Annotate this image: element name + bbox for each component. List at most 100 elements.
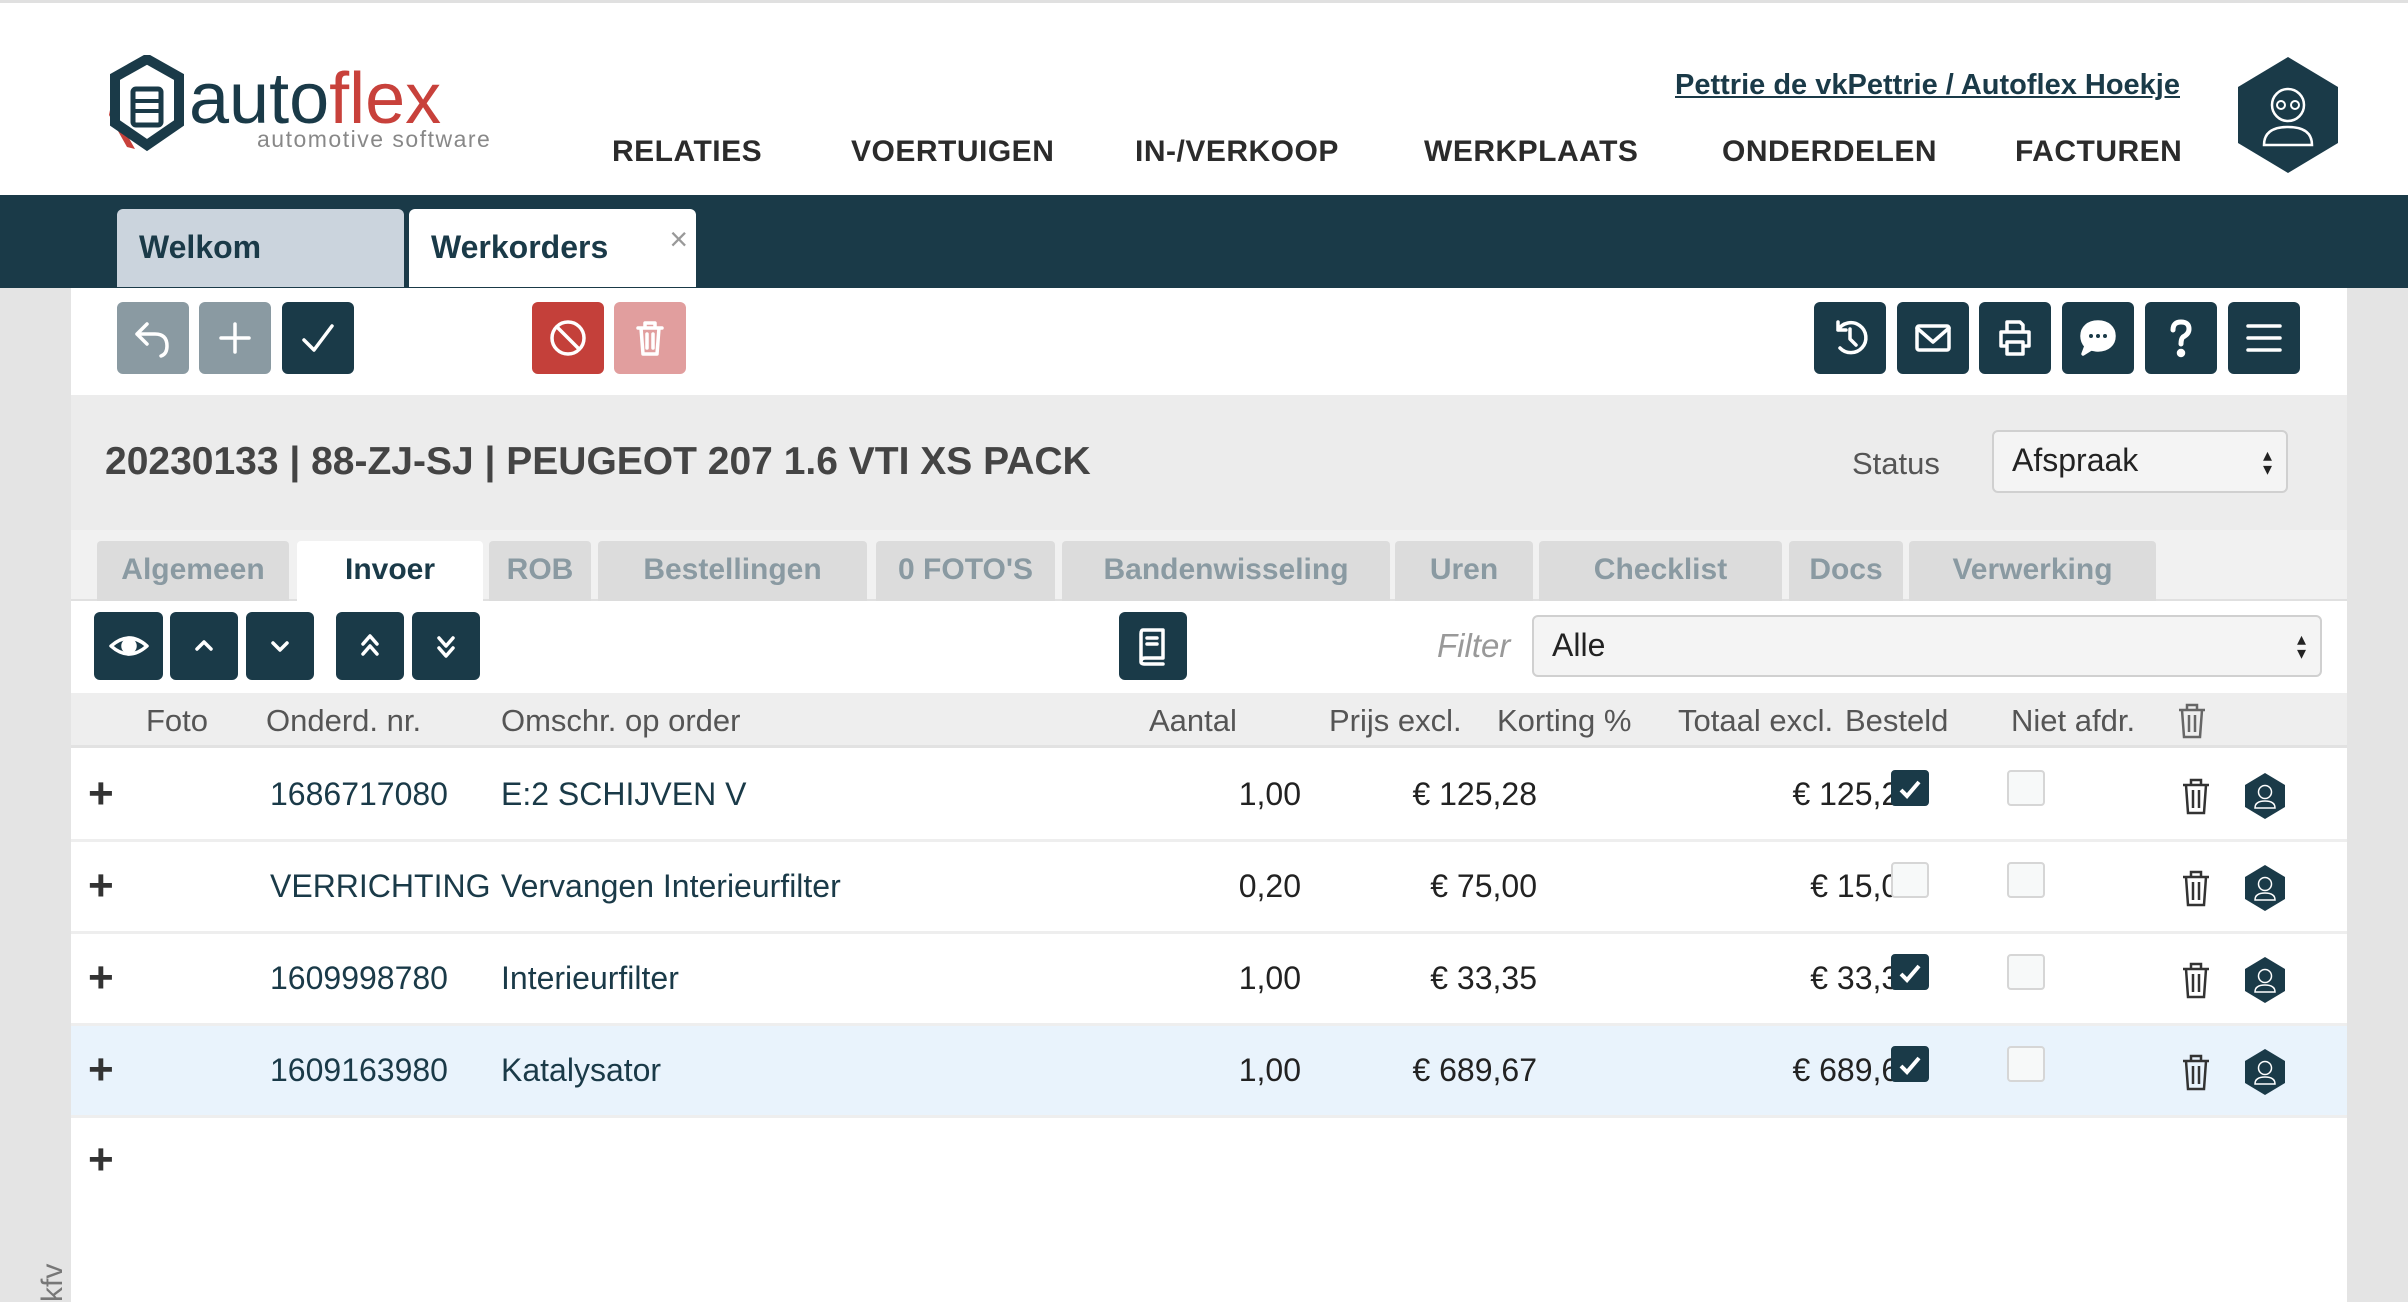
price: € 125,28 — [1412, 776, 1537, 812]
ordered-checkbox[interactable] — [1891, 862, 1929, 898]
user-account-link[interactable]: Pettrie de vkPettrie / Autoflex Hoekje — [1675, 69, 2180, 101]
close-tab-icon[interactable]: × — [669, 221, 688, 257]
checkmark-icon — [1899, 780, 1921, 799]
expand-row-icon[interactable]: + — [88, 953, 114, 1002]
mechanic-icon[interactable] — [2244, 864, 2286, 912]
delete-row-icon[interactable] — [2179, 868, 2213, 908]
side-label: kfv — [36, 1263, 69, 1302]
delete-all-icon[interactable] — [2175, 702, 2209, 740]
col-total[interactable]: Totaal excl. — [1678, 703, 1834, 738]
history-button[interactable] — [1814, 302, 1886, 374]
move-up-button[interactable] — [170, 612, 238, 680]
not-printed-checkbox[interactable] — [2007, 862, 2045, 898]
cancel-icon — [550, 320, 586, 356]
delete-button[interactable] — [614, 302, 686, 374]
tab-bandenwisseling[interactable]: Bandenwisseling — [1062, 541, 1390, 601]
help-button[interactable] — [2145, 302, 2217, 374]
tab-verwerking[interactable]: Verwerking — [1909, 541, 2156, 601]
not-printed-checkbox[interactable] — [2007, 1046, 2045, 1082]
nav-in-verkoop[interactable]: IN-/VERKOOP — [1135, 135, 1339, 168]
expand-row-icon[interactable]: + — [88, 861, 114, 910]
nav-relaties[interactable]: RELATIES — [612, 135, 763, 168]
mechanic-icon[interactable] — [2244, 1048, 2286, 1096]
part-number: 1686717080 — [270, 776, 448, 812]
check-icon — [302, 324, 334, 352]
tab-checklist[interactable]: Checklist — [1539, 541, 1782, 601]
move-bottom-button[interactable] — [412, 612, 480, 680]
chat-button[interactable] — [2062, 302, 2134, 374]
col-quantity[interactable]: Aantal — [1149, 703, 1237, 738]
expand-row-icon[interactable]: + — [88, 1045, 114, 1094]
col-foto[interactable]: Foto — [146, 703, 209, 738]
nav-facturen[interactable]: FACTUREN — [2015, 135, 2183, 168]
col-not-printed[interactable]: Niet afdr. — [2011, 703, 2136, 738]
tab-docs[interactable]: Docs — [1789, 541, 1903, 601]
mail-button[interactable] — [1897, 302, 1969, 374]
app-tab-werkorders[interactable]: Werkorders × — [409, 209, 696, 287]
history-icon — [1836, 320, 1868, 355]
save-button[interactable] — [282, 302, 354, 374]
description: Katalysator — [501, 1052, 662, 1088]
chevron-up-icon — [195, 640, 213, 651]
ordered-checkbox[interactable] — [1891, 1046, 1929, 1082]
cancel-button[interactable] — [532, 302, 604, 374]
part-number: 1609163980 — [270, 1052, 448, 1088]
chat-icon — [2080, 320, 2116, 356]
not-printed-checkbox[interactable] — [2007, 954, 2045, 990]
tab-rob[interactable]: ROB — [489, 541, 591, 601]
price: € 689,67 — [1412, 1052, 1537, 1088]
filter-value: Alle — [1552, 627, 1606, 663]
add-row-icon[interactable]: + — [88, 1135, 114, 1184]
expand-row-icon[interactable]: + — [88, 769, 114, 818]
tab-invoer[interactable]: Invoer — [297, 541, 483, 603]
delete-row-icon[interactable] — [2179, 776, 2213, 816]
undo-icon — [135, 322, 169, 358]
not-printed-checkbox[interactable] — [2007, 770, 2045, 806]
select-arrows-icon: ▴ ▾ — [2296, 629, 2306, 663]
tab-bestellingen[interactable]: Bestellingen — [598, 541, 867, 601]
order-header — [71, 395, 2347, 530]
move-down-button[interactable] — [246, 612, 314, 680]
table-row[interactable]: +1609998780 Interieurfilter 1,00 € 33,35 € 3… — [71, 934, 2347, 1026]
col-ordered[interactable]: Besteld — [1845, 703, 1949, 738]
autoflex-logo[interactable]: autoflex automotive software — [105, 55, 525, 155]
move-top-button[interactable] — [336, 612, 404, 680]
col-discount[interactable]: Korting % — [1497, 703, 1632, 738]
nav-onderdelen[interactable]: ONDERDELEN — [1722, 135, 1938, 168]
checkmark-icon — [1899, 1056, 1921, 1075]
nav-voertuigen[interactable]: VOERTUIGEN — [851, 135, 1055, 168]
description: Vervangen Interieurfilter — [501, 868, 841, 904]
plus-icon — [219, 322, 251, 354]
toggle-visibility-button[interactable] — [94, 612, 163, 680]
catalog-button[interactable] — [1119, 612, 1187, 680]
price: € 33,35 — [1430, 960, 1537, 996]
col-price[interactable]: Prijs excl. — [1329, 703, 1462, 738]
ordered-checkbox[interactable] — [1891, 770, 1929, 806]
table-row[interactable]: +1609163980 Katalysator 1,00 € 689,67 € 689,… — [71, 1026, 2347, 1118]
col-description[interactable]: Omschr. op order — [501, 703, 741, 738]
tab-algemeen[interactable]: Algemeen — [97, 541, 289, 601]
ordered-checkbox[interactable] — [1891, 954, 1929, 990]
tab-fotos[interactable]: 0 FOTO'S — [876, 541, 1055, 601]
undo-button[interactable] — [117, 302, 189, 374]
nav-werkplaats[interactable]: WERKPLAATS — [1424, 135, 1639, 168]
add-button[interactable] — [199, 302, 271, 374]
delete-row-icon[interactable] — [2179, 1052, 2213, 1092]
price: € 75,00 — [1430, 868, 1537, 904]
mechanic-icon[interactable] — [2244, 956, 2286, 1004]
menu-button[interactable] — [2228, 302, 2300, 374]
tab-uren[interactable]: Uren — [1395, 541, 1533, 601]
delete-row-icon[interactable] — [2179, 960, 2213, 1000]
col-part-number[interactable]: Onderd. nr. — [266, 703, 422, 738]
mechanic-icon[interactable] — [2244, 772, 2286, 820]
print-button[interactable] — [1979, 302, 2051, 374]
app-tab-welkom[interactable]: Welkom — [117, 209, 404, 287]
table-row[interactable]: + VERRICHTING Vervangen Interieurfilter 0,2… — [71, 842, 2347, 934]
status-select[interactable]: Afspraak ▴ ▾ — [1992, 430, 2288, 493]
user-avatar-icon[interactable] — [2234, 55, 2342, 175]
double-chevron-down-icon — [437, 636, 455, 658]
tab-label: Werkorders — [431, 229, 609, 265]
quantity: 1,00 — [1238, 776, 1301, 812]
table-row[interactable]: +1686717080 E:2 SCHIJVEN V 1,00 € 125,28 € 1… — [71, 750, 2347, 842]
filter-select[interactable]: Alle ▴ ▾ — [1532, 615, 2322, 677]
